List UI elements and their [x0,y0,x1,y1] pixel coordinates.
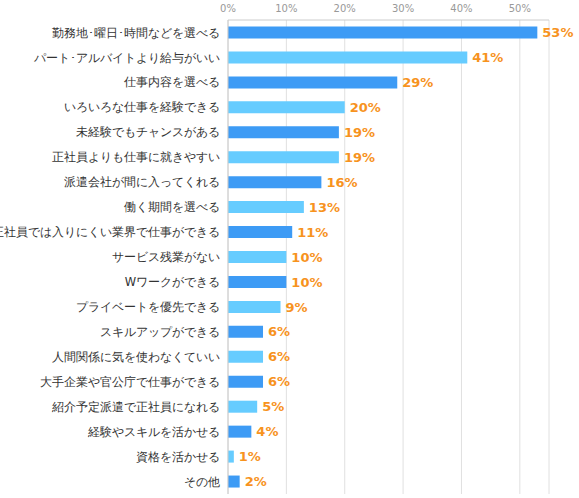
svg-text:いろいろな仕事を経験できる: いろいろな仕事を経験できる [64,100,220,114]
svg-text:スキルアップができる: スキルアップができる [100,325,220,339]
svg-text:勤務地･曜日･時間などを選べる: 勤務地･曜日･時間などを選べる [52,26,220,40]
svg-text:パート･アルバイトより給与がいい: パート･アルバイトより給与がいい [33,51,220,65]
svg-text:29%: 29% [402,75,433,90]
svg-text:10%: 10% [291,275,322,290]
svg-text:16%: 16% [326,175,357,190]
svg-text:2%: 2% [245,474,267,489]
svg-text:10%: 10% [291,250,322,265]
svg-text:プライベートを優先できる: プライベートを優先できる [76,300,220,314]
svg-text:40%: 40% [450,3,472,14]
svg-text:仕事内容を選べる: 仕事内容を選べる [123,75,220,89]
svg-text:0%: 0% [220,3,236,14]
svg-text:6%: 6% [268,324,290,339]
svg-text:6%: 6% [268,349,290,364]
svg-text:5%: 5% [262,399,284,414]
svg-text:41%: 41% [472,50,503,65]
svg-text:1%: 1% [239,449,261,464]
svg-text:19%: 19% [344,125,375,140]
svg-text:13%: 13% [309,200,340,215]
svg-text:大手企業や官公庁で仕事ができる: 大手企業や官公庁で仕事ができる [40,375,220,389]
svg-text:その他: その他 [184,475,220,489]
svg-text:19%: 19% [344,150,375,165]
svg-text:人間関係に気を使わなくていい: 人間関係に気を使わなくていい [52,350,220,364]
svg-text:未経験でもチャンスがある: 未経験でもチャンスがある [76,125,220,139]
svg-text:派遣会社が間に入ってくれる: 派遣会社が間に入ってくれる [64,175,220,189]
svg-text:20%: 20% [334,3,356,14]
svg-text:Wワークができる: Wワークができる [125,275,220,289]
svg-text:正社員では入りにくい業界で仕事ができる: 正社員では入りにくい業界で仕事ができる [8,225,220,239]
svg-text:53%: 53% [542,25,571,40]
svg-text:30%: 30% [392,3,414,14]
svg-text:20%: 20% [350,100,381,115]
svg-text:9%: 9% [286,300,308,315]
svg-text:紹介予定派遣で正社員になれる: 紹介予定派遣で正社員になれる [51,400,220,414]
svg-text:6%: 6% [268,374,290,389]
svg-text:4%: 4% [256,424,278,439]
svg-text:11%: 11% [297,225,328,240]
svg-text:経験やスキルを活かせる: 経験やスキルを活かせる [87,425,220,439]
svg-text:10%: 10% [275,3,297,14]
svg-text:働く期間を選べる: 働く期間を選べる [124,200,220,214]
svg-text:50%: 50% [509,3,531,14]
svg-text:正社員よりも仕事に就きやすい: 正社員よりも仕事に就きやすい [52,150,220,164]
svg-text:資格を活かせる: 資格を活かせる [136,450,220,464]
svg-text:サービス残業がない: サービス残業がない [112,250,220,264]
